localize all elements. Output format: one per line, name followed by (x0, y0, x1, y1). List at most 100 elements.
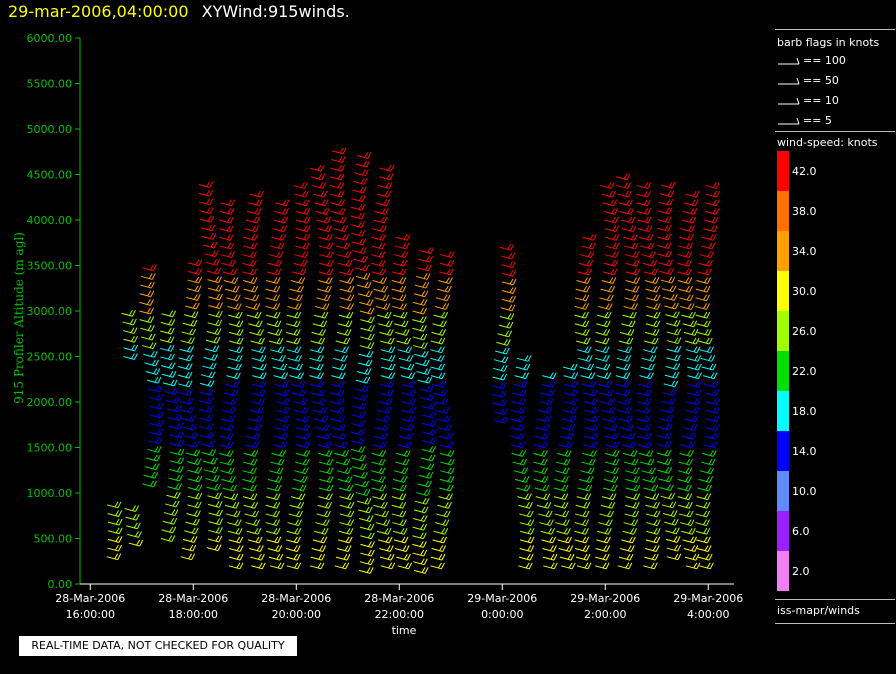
barb-staff (338, 487, 351, 492)
barb-flag (385, 510, 389, 518)
barb-flag (363, 273, 368, 279)
wind-barb (543, 562, 558, 570)
wind-barb (335, 553, 351, 561)
barb-flag (175, 483, 179, 489)
barb-staff (537, 409, 549, 414)
barb-flag (714, 216, 719, 224)
barb-staff (359, 569, 371, 574)
wind-barb (371, 450, 387, 457)
barb-flag (345, 476, 350, 482)
wind-barb (177, 380, 193, 388)
barb-flag (256, 432, 261, 440)
barb-flag (627, 329, 632, 335)
wind-barb (677, 277, 693, 284)
wind-barb (250, 398, 266, 406)
barb-flag (366, 299, 371, 305)
barb-flag (527, 545, 532, 551)
wind-barb (106, 501, 122, 509)
barb-flag (694, 329, 699, 336)
barb-flag (296, 329, 301, 336)
wind-barb (122, 327, 138, 335)
wind-barb (379, 329, 394, 336)
wind-barb (333, 441, 348, 449)
barb-staff (351, 414, 363, 419)
wind-barb (553, 502, 569, 509)
barb-flag (420, 549, 425, 556)
barb-flag (152, 264, 157, 271)
barb-flag (176, 466, 181, 472)
barb-flag (442, 406, 447, 413)
wind-barb (338, 527, 354, 535)
barb-flag (338, 156, 343, 162)
barb-flag (665, 423, 670, 430)
wind-barb (439, 441, 454, 449)
barb-flag (541, 467, 545, 473)
wind-barb (437, 285, 452, 293)
barb-flag (691, 545, 696, 551)
wind-barb (576, 493, 592, 501)
barb-staff (141, 275, 153, 280)
barb-flag (195, 484, 200, 490)
barb-flag (446, 510, 451, 518)
barb-flag (688, 225, 692, 231)
wind-barb (705, 415, 720, 423)
wind-barb (287, 303, 302, 310)
wind-barb (562, 363, 578, 371)
barb-staff (249, 409, 261, 414)
wind-barb (160, 327, 175, 335)
wind-barb (665, 527, 680, 535)
barb-flag (170, 379, 175, 386)
barb-flag (218, 535, 223, 543)
barb-legend-label: == 5 (803, 114, 832, 127)
barb-flag (363, 178, 368, 185)
wind-barb (624, 510, 640, 518)
barb-flag (173, 517, 178, 525)
wind-barb (662, 389, 677, 396)
wind-barb (295, 458, 310, 466)
wind-barb (373, 216, 388, 224)
barb-flag (594, 432, 599, 440)
barb-flag (259, 372, 264, 378)
barb-staff (228, 323, 240, 328)
wind-barb (339, 303, 354, 310)
color-swatch (777, 231, 789, 271)
wind-barb (291, 268, 307, 276)
barb-flag (346, 242, 351, 250)
barb-flag (443, 294, 448, 301)
barb-staff (370, 470, 383, 475)
barb-flag (716, 406, 720, 414)
barb-staff (375, 202, 387, 207)
barb-staff (309, 565, 322, 570)
barb-staff (601, 193, 613, 198)
wind-barb (315, 303, 330, 310)
wind-barb (556, 527, 571, 535)
barb-flag (502, 382, 507, 389)
barb-flag (630, 208, 635, 215)
barb-flag (277, 484, 282, 492)
barb-staff (621, 228, 634, 233)
barb-staff (310, 556, 322, 561)
barb-flag (647, 432, 652, 440)
barb-flag (234, 519, 239, 525)
barb-flag (363, 247, 367, 254)
barb-flag (630, 545, 635, 552)
wind-barb (251, 380, 267, 388)
barb-legend-item: == 10 (777, 94, 887, 110)
barb-flag (318, 553, 323, 560)
barb-staff (598, 522, 610, 527)
barb-flag (363, 489, 368, 495)
barb-staff (555, 461, 568, 466)
barb-staff (317, 228, 329, 233)
barb-flag (565, 510, 570, 518)
barb-flag (688, 493, 693, 500)
wind-barb (274, 208, 289, 215)
barb-flag (303, 182, 308, 189)
barb-flag (548, 527, 552, 534)
wind-barb (561, 562, 576, 570)
barb-flag (362, 238, 367, 246)
barb-staff (645, 513, 658, 518)
wind-barb (310, 389, 326, 397)
barb-flag (296, 553, 301, 561)
wind-barb (377, 311, 392, 319)
wind-barb (180, 553, 196, 561)
